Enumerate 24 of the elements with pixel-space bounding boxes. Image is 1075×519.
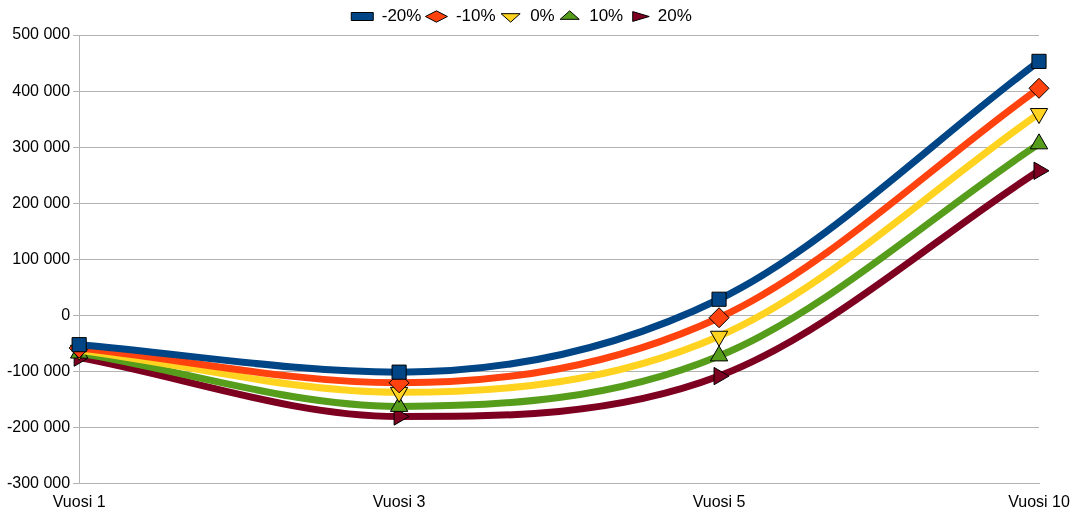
- y-tick-label: 200 000: [12, 193, 71, 211]
- x-tick-label: Vuosi 10: [1008, 492, 1070, 510]
- y-tick-label: -200 000: [6, 418, 71, 436]
- x-tick-label: Vuosi 1: [52, 492, 106, 510]
- point: [711, 291, 727, 307]
- point: [708, 307, 730, 329]
- point: [1028, 77, 1050, 99]
- legend-label: 20%: [657, 6, 692, 26]
- y-tick-label: -300 000: [6, 474, 71, 492]
- y-tick-label: 100 000: [12, 249, 71, 267]
- x-tick-label: Vuosi 3: [372, 492, 426, 510]
- y-tick-label: -100 000: [6, 362, 71, 380]
- legend-label: 10%: [589, 6, 624, 26]
- legend-label: 0%: [530, 6, 555, 26]
- legend-label: -10%: [455, 6, 496, 26]
- y-tick-label: 400 000: [12, 81, 71, 99]
- y-tick-label: 500 000: [12, 25, 71, 43]
- point: [391, 364, 407, 380]
- point: [71, 337, 87, 353]
- legend-label: -20%: [381, 6, 422, 26]
- y-tick-label: 0: [61, 305, 71, 323]
- point: [1031, 53, 1047, 69]
- y-tick-label: 300 000: [12, 137, 71, 155]
- x-tick-label: Vuosi 5: [692, 492, 746, 510]
